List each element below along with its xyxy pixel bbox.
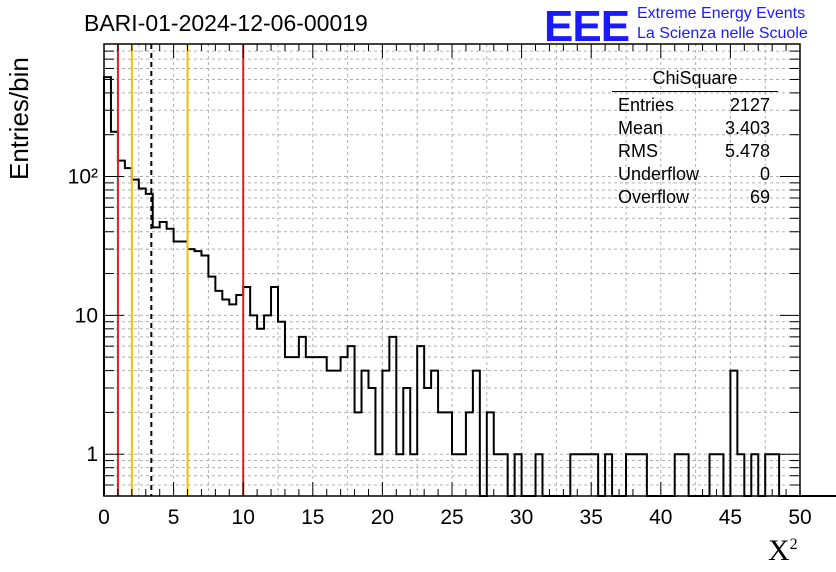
eee-logo: EEE — [544, 2, 630, 51]
y-tick-label: 10 — [75, 304, 98, 327]
stats-label: Underflow — [618, 164, 700, 184]
logo-line-2: La Scienza nelle Scuole — [637, 25, 808, 42]
x-tick-label: 35 — [580, 506, 603, 529]
histogram-title: BARI-01-2024-12-06-00019 — [84, 10, 368, 36]
x-tick-label: 5 — [168, 506, 180, 529]
x-axis-label-sup: 2 — [789, 536, 798, 553]
x-axis-label: X2 — [768, 534, 798, 568]
y-axis-label: Entries/bin — [4, 57, 34, 180]
stats-row: Entries 2127 — [612, 94, 778, 117]
stats-box: ChiSquare Entries 2127 Mean 3.403 RMS 5.478… — [612, 68, 778, 209]
x-tick-label: 0 — [98, 506, 110, 529]
x-tick-label: 50 — [788, 506, 811, 529]
logo-line-1: Extreme Energy Events — [637, 5, 806, 22]
y-tick-label: 10² — [68, 165, 98, 188]
stats-label: Mean — [618, 118, 664, 138]
stats-value: 69 — [749, 187, 770, 207]
stats-value: 3.403 — [724, 118, 770, 138]
x-axis-label-text: X — [768, 534, 790, 567]
stats-row: Underflow 0 — [612, 163, 778, 186]
stats-value: 2127 — [729, 95, 770, 115]
histogram-line — [103, 76, 836, 497]
stats-box-title: ChiSquare — [612, 68, 778, 92]
y-tick-label: 1 — [86, 443, 98, 466]
stats-label: Entries — [618, 95, 675, 115]
x-tick-label: 20 — [371, 506, 394, 529]
x-tick-label: 45 — [719, 506, 742, 529]
stats-label: RMS — [618, 141, 658, 161]
stats-value: 5.478 — [724, 141, 770, 161]
x-tick-label: 30 — [510, 506, 533, 529]
eee-logo-text: Extreme Energy Events La Scienza nelle S… — [637, 4, 808, 44]
stats-row: Mean 3.403 — [612, 117, 778, 140]
stats-row: Overflow 69 — [612, 186, 778, 209]
stats-value: 0 — [759, 164, 770, 184]
x-tick-label: 15 — [301, 506, 324, 529]
x-tick-label: 40 — [649, 506, 672, 529]
stats-label: Overflow — [618, 187, 690, 207]
stats-row: RMS 5.478 — [612, 140, 778, 163]
x-tick-label: 25 — [440, 506, 463, 529]
x-tick-label: 10 — [232, 506, 255, 529]
